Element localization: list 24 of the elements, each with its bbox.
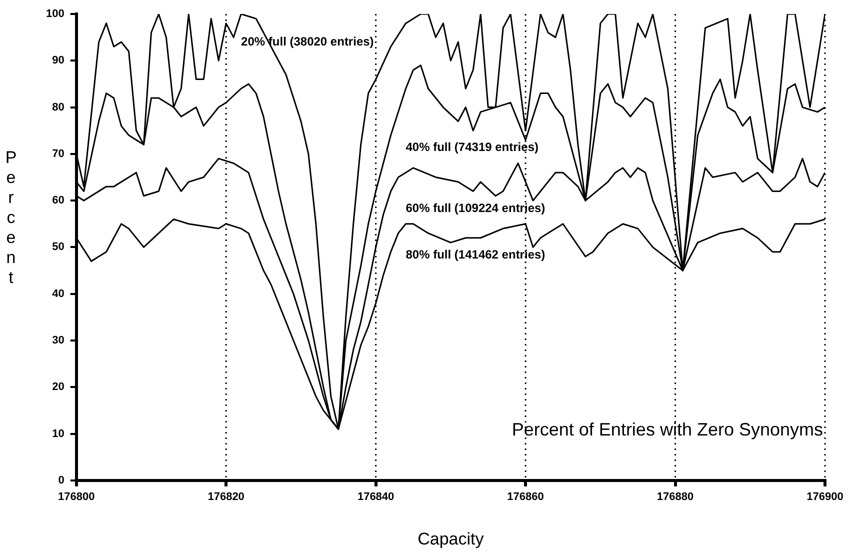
y-tick-label: 60 <box>52 194 64 207</box>
series-label: 60% full (109224 entries) <box>406 200 546 215</box>
x-tick-label: 176860 <box>507 491 544 504</box>
x-tick-label: 176800 <box>58 491 95 504</box>
y-tick-label: 50 <box>52 241 64 254</box>
y-tick-label: 10 <box>52 428 64 440</box>
series-label: 20% full (38020 entries) <box>241 34 374 48</box>
y-tick-label: 100 <box>46 8 64 20</box>
y-tick-label: 30 <box>52 334 64 347</box>
y-tick-label: 20 <box>52 381 64 394</box>
series-label: 40% full (74319 entries) <box>406 140 538 154</box>
y-tick-label: 90 <box>52 54 64 67</box>
x-axis-title: Capacity <box>418 529 484 548</box>
x-tick-label: 176820 <box>208 491 244 504</box>
x-tick-label: 176840 <box>357 491 394 504</box>
x-tick-label: 176880 <box>656 491 694 504</box>
text: Percent of Entries with Zero Synonyms <box>512 419 823 440</box>
y-tick-label: 40 <box>52 288 64 300</box>
y-tick-label: 80 <box>52 101 64 114</box>
y-tick-label: 0 <box>58 474 64 486</box>
series-label: 80% full (141462 entries) <box>406 248 546 262</box>
y-tick-label: 70 <box>52 148 64 160</box>
y-axis-title: Percent <box>4 148 18 288</box>
x-tick-label: 176900 <box>806 491 844 504</box>
